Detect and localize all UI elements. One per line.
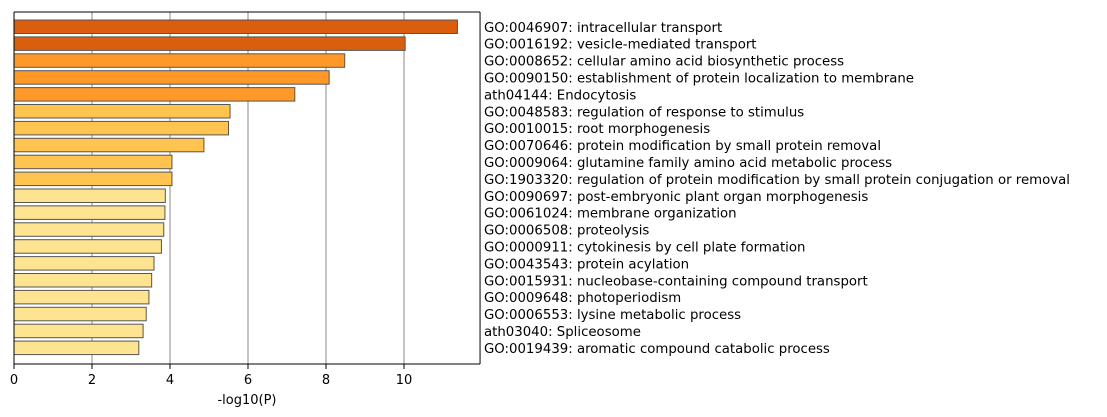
term-label: GO:0043543: protein acylation [484, 257, 689, 272]
term-label: GO:0048583: regulation of response to st… [484, 105, 804, 120]
bars [13, 19, 458, 356]
term-label: GO:0019439: aromatic compound catabolic … [484, 342, 830, 357]
bar [13, 36, 406, 51]
term-label: GO:0006508: proteolysis [484, 224, 649, 239]
term-label: GO:0010015: root morphogenesis [484, 122, 710, 137]
bar [13, 340, 140, 356]
term-label: GO:0009064: glutamine family amino acid … [484, 156, 892, 171]
bar [13, 256, 155, 271]
x-tick-label: 2 [88, 373, 96, 388]
x-axis: 0 2 4 6 8 10 [10, 11, 481, 388]
bar [13, 87, 296, 102]
term-label: GO:0008652: cellular amino acid biosynth… [484, 55, 844, 70]
bar [13, 222, 165, 237]
bar [13, 70, 330, 85]
bar [13, 205, 166, 220]
x-axis-title: -log10(P) [217, 393, 276, 408]
term-label: GO:0006553: lysine metabolic process [484, 308, 741, 323]
term-label: GO:0000911: cytokinesis by cell plate fo… [484, 240, 805, 255]
term-label: ath04144: Endocytosis [484, 88, 636, 103]
x-tick-label: 6 [244, 373, 252, 388]
bar [13, 323, 144, 339]
bar [13, 120, 229, 136]
bar [13, 273, 153, 288]
bar [13, 171, 173, 187]
term-label: GO:1903320: regulation of protein modifi… [484, 173, 1070, 188]
term-label: GO:0009648: photoperiodism [484, 291, 681, 306]
bar [13, 154, 173, 170]
bar [13, 137, 205, 153]
term-labels: GO:0046907: intracellular transport GO:00… [484, 21, 1070, 357]
term-label: GO:0061024: membrane organization [484, 207, 737, 222]
bar [13, 289, 150, 305]
bar [13, 19, 458, 34]
bar [13, 306, 147, 322]
term-label: GO:0016192: vesicle-mediated transport [484, 38, 757, 53]
x-tick-label: 10 [396, 373, 413, 388]
bar [13, 104, 231, 119]
term-label: GO:0090150: establishment of protein loc… [484, 71, 914, 86]
bar [13, 53, 346, 68]
bar [13, 188, 166, 203]
term-label: GO:0046907: intracellular transport [484, 21, 722, 36]
term-label: GO:0070646: protein modification by smal… [484, 139, 881, 154]
term-label: ath03040: Spliceosome [484, 325, 641, 340]
x-tick-label: 0 [10, 373, 18, 388]
term-label: GO:0090697: post-embryonic plant organ m… [484, 190, 868, 205]
term-label: GO:0015931: nucleobase-containing compou… [484, 274, 868, 289]
x-tick-label: 8 [322, 373, 330, 388]
x-tick-label: 4 [166, 373, 174, 388]
bar [13, 239, 162, 254]
